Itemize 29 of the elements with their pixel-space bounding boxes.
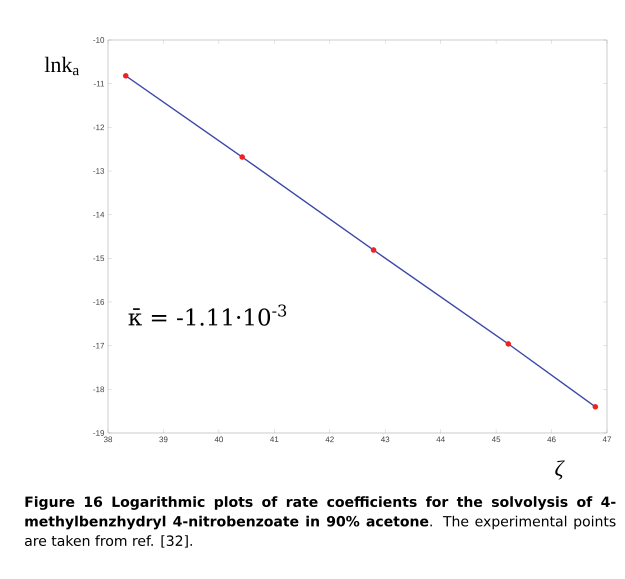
text: lnk$_{a}$: [44, 56, 80, 76]
x-axis-title: ζ: [555, 460, 565, 480]
y-tick-label: -19: [93, 430, 104, 436]
point: [370, 247, 376, 253]
x-tick-label: 39: [159, 436, 168, 442]
point: [506, 341, 512, 347]
y-tick-label: -15: [93, 256, 104, 262]
x-tick-label: 46: [547, 436, 556, 442]
y-tick-label: -14: [93, 212, 104, 218]
y-tick-label: -11: [94, 80, 104, 86]
x-tick-label: 38: [104, 436, 112, 442]
y-tick-label: -18: [93, 386, 104, 392]
point: [122, 73, 129, 79]
x-tick-label: 43: [380, 436, 390, 442]
y-tick-label: -13: [93, 168, 104, 174]
x-tick-label: 45: [492, 436, 500, 442]
y-tick-label: -16: [93, 299, 104, 305]
annotation: κ̄ = -1.11·10$^{-3}$: [128, 304, 286, 326]
y-tick-label: -10: [93, 37, 104, 43]
x-tick-label: 42: [326, 436, 334, 442]
y-tick-label: -17: [93, 342, 104, 348]
text: Figure 16 Logarithmic plots of rate coefficients for the solvolysis of 4-methylbenzhydryl 4-nitrobenzoate in 90% acetone. The experimental points are taken from ref. [32].: [25, 496, 616, 548]
x-tick-label: 40: [214, 436, 224, 442]
point: [239, 154, 245, 160]
point: [592, 404, 598, 410]
x-tick-label: 47: [602, 436, 612, 442]
x-tick-label: 44: [436, 436, 445, 442]
x-tick-label: 41: [270, 436, 278, 442]
y-tick-label: -12: [93, 124, 104, 130]
